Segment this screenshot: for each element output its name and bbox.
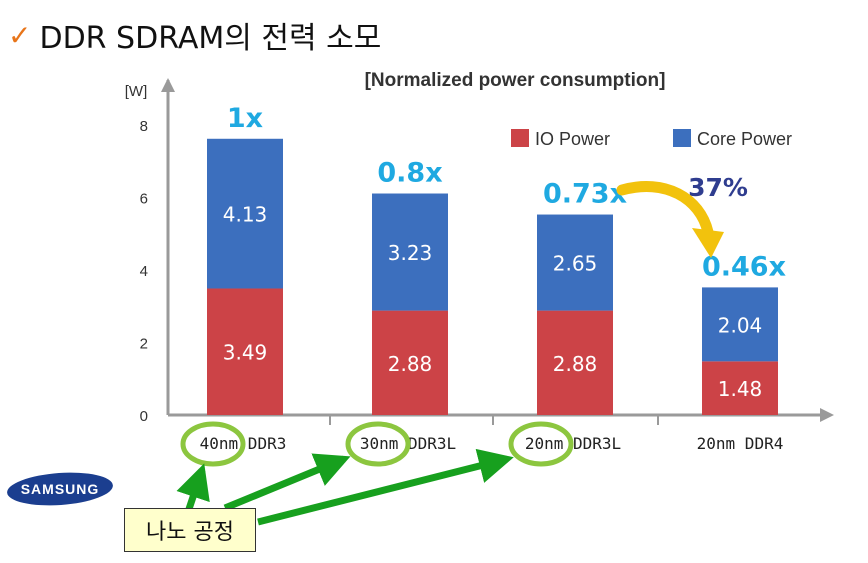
- samsung-logo: SAMSUNG: [6, 470, 114, 508]
- nano-process-callout: 나노 공정: [124, 508, 256, 552]
- bar-io-power: [372, 310, 448, 415]
- reduction-arrowhead: [692, 228, 724, 258]
- reduction-label: 37%: [688, 173, 748, 202]
- title-row: ✓ DDR SDRAM의 전력 소모: [8, 10, 381, 60]
- y-axis-arrowhead: [161, 78, 175, 92]
- bar-core-power: [207, 138, 283, 289]
- bar-value-io: 3.49: [223, 341, 268, 365]
- y-tick-label: 6: [140, 191, 148, 208]
- ratio-label: 0.73x: [543, 179, 627, 210]
- bar-io-power: [207, 288, 283, 415]
- bar-io-power: [702, 361, 778, 415]
- legend-swatch: [511, 129, 529, 147]
- ratio-label: 1x: [227, 103, 263, 134]
- nm-highlight-ellipse: [508, 421, 574, 467]
- bar-value-io: 2.88: [553, 352, 598, 376]
- callout-arrow: [223, 453, 351, 512]
- legend-label: IO Power: [535, 129, 610, 149]
- bar-core-power: [537, 214, 613, 311]
- bar-value-core: 2.65: [553, 252, 598, 276]
- logo-text: SAMSUNG: [21, 481, 100, 497]
- chart-extras: [176, 181, 724, 526]
- callout-arrow: [176, 463, 210, 514]
- bar-value-core: 2.04: [718, 313, 763, 337]
- legend-swatch: [673, 129, 691, 147]
- ratio-label: 0.8x: [377, 158, 442, 189]
- nm-highlight-ellipse: [345, 421, 411, 467]
- chart-title: [Normalized power consumption]: [365, 70, 666, 91]
- y-tick-label: 2: [140, 336, 148, 353]
- bar-value-io: 2.88: [388, 352, 433, 376]
- legend-label: Core Power: [697, 129, 792, 149]
- bar-value-core: 4.13: [223, 203, 268, 227]
- chart-labels: 0 2 4 6 8 [W] [Normalized power consumption] IO…: [125, 70, 792, 453]
- x-tick-label: 20nm DDR4: [697, 434, 784, 453]
- bar-core-power: [372, 193, 448, 311]
- bar-core-power: [702, 287, 778, 362]
- callout-arrow: [257, 448, 514, 526]
- reduction-arrow: [616, 181, 714, 238]
- page-title: DDR SDRAM의 전력 소모: [39, 21, 382, 56]
- x-axis-arrowhead: [820, 408, 834, 422]
- bar-io-power: [537, 310, 613, 415]
- y-tick-label: 8: [140, 118, 148, 135]
- y-axis-label: [W]: [125, 83, 148, 100]
- bar-value-core: 3.23: [388, 241, 433, 265]
- chart-bars: [207, 138, 778, 415]
- y-tick-label: 4: [140, 263, 148, 280]
- y-tick-label: 0: [140, 408, 148, 425]
- bar-value-io: 1.48: [718, 377, 763, 401]
- ratio-label: 0.46x: [702, 251, 786, 282]
- nm-highlight-ellipse: [180, 421, 246, 467]
- checkmark-icon: ✓: [8, 18, 32, 52]
